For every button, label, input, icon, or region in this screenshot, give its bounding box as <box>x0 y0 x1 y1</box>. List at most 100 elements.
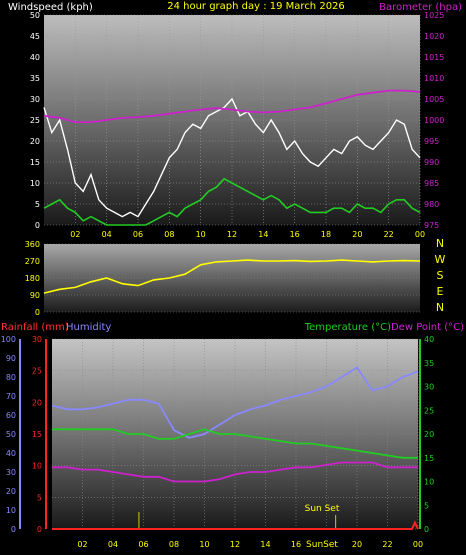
wind-average-line <box>43 177 421 226</box>
wind-x-tick-label: 22 <box>384 230 394 239</box>
wind-x-tick-label: 00 <box>415 230 425 239</box>
rain-tick-label: 5 <box>37 493 42 502</box>
temperature-x-tick-label: 14 <box>260 540 270 549</box>
humidity-tick-label: 30 <box>6 468 16 477</box>
rainfall-line <box>52 520 419 530</box>
temperature-axes: 0102030405060708090100051015202530051015… <box>1 335 434 549</box>
humidity-tick-label: 90 <box>6 354 16 363</box>
direction-tick-label: 270 <box>25 257 40 266</box>
wind-y-tick-label: 25 <box>30 116 40 125</box>
temperature-tick-label: 0 <box>424 525 429 534</box>
rain-tick-label: 0 <box>37 525 42 534</box>
rain-tick-label: 30 <box>32 335 42 344</box>
temperature-x-tick-label: 08 <box>169 540 179 549</box>
wind-y-tick-label: 20 <box>30 137 40 146</box>
temperature-tick-label: 25 <box>424 406 434 415</box>
direction-tick-label: 180 <box>25 274 40 283</box>
barometer-line <box>43 89 421 123</box>
compass-label: S <box>437 269 444 282</box>
temperature-tick-label: 15 <box>424 454 434 463</box>
wind-x-tick-label: 04 <box>102 230 112 239</box>
temperature-x-tick-label: 16 <box>291 540 301 549</box>
wind-y-tick-label: 0 <box>35 221 40 230</box>
temperature-x-tick-label: 10 <box>199 540 209 549</box>
temperature-x-tick-label: 00 <box>413 540 423 549</box>
wind-y-tick-label: 50 <box>30 11 40 20</box>
rain-tick-label: 25 <box>32 367 42 376</box>
rain-tick-label: 15 <box>32 430 42 439</box>
temperature-tick-label: 10 <box>424 478 434 487</box>
barometer-tick-label: 975 <box>424 221 439 230</box>
direction-tick-label: 90 <box>30 291 40 300</box>
direction-series <box>43 259 421 294</box>
direction-plot-area <box>44 244 420 312</box>
barometer-tick-label: 1000 <box>424 116 444 125</box>
wind-y-tick-label: 5 <box>35 200 40 209</box>
wind-gust-line <box>43 97 421 218</box>
wind-gridlines <box>44 14 421 226</box>
sunset-annotation: Sun Set <box>305 504 340 514</box>
wind-x-tick-label: 14 <box>258 230 268 239</box>
wind-x-tick-label: 20 <box>352 230 362 239</box>
temperature-x-tick-label: 04 <box>108 540 118 549</box>
wind-axis-label: Windspeed (kph) <box>8 2 93 13</box>
wind-x-tick-label: 10 <box>196 230 206 239</box>
barometer-tick-label: 1025 <box>424 11 444 20</box>
temperature-axis-label: Temperature (°C) <box>304 322 391 333</box>
wind-x-tick-label: 18 <box>321 230 331 239</box>
temperature-x-tick-label: 22 <box>382 540 392 549</box>
temperature-x-tick-label: 02 <box>77 540 87 549</box>
temperature-x-tick-label: 12 <box>230 540 240 549</box>
temperature-tick-label: 35 <box>424 359 434 368</box>
sunset-axis-label: SunSet <box>306 540 338 550</box>
humidity-tick-label: 0 <box>11 525 16 534</box>
barometer-tick-label: 990 <box>424 158 439 167</box>
compass-label: E <box>437 285 444 298</box>
barometer-tick-label: 1010 <box>424 74 444 83</box>
temperature-tick-label: 5 <box>424 501 429 510</box>
rain-tick-label: 10 <box>32 462 42 471</box>
temperature-series <box>51 366 419 530</box>
humidity-tick-label: 80 <box>6 373 16 382</box>
barometer-tick-label: 995 <box>424 137 439 146</box>
dewpoint-axis-label: Dew Point (°C) <box>391 322 464 333</box>
compass-label: W <box>435 253 446 266</box>
dewpoint-line <box>52 461 418 483</box>
temperature-x-tick-label: 06 <box>138 540 148 549</box>
barometer-tick-label: 1005 <box>424 95 444 104</box>
humidity-tick-label: 60 <box>6 411 16 420</box>
barometer-tick-label: 1015 <box>424 53 444 62</box>
compass-label: N <box>436 237 444 250</box>
temperature-line <box>52 428 418 459</box>
temperature-tick-label: 30 <box>424 383 434 392</box>
humidity-line <box>51 366 419 439</box>
wind-x-tick-label: 06 <box>133 230 143 239</box>
humidity-tick-label: 100 <box>1 335 16 344</box>
barometer-tick-label: 1020 <box>424 32 444 41</box>
humidity-axis-label: Humidity <box>66 322 111 333</box>
temperature-x-tick-label: 20 <box>352 540 362 549</box>
barometer-tick-label: 980 <box>424 200 439 209</box>
rainfall-axis-label: Rainfall (mm) <box>1 322 69 333</box>
barometer-tick-label: 985 <box>424 179 439 188</box>
wind-y-tick-label: 35 <box>30 74 40 83</box>
humidity-tick-label: 40 <box>6 449 16 458</box>
temperature-tick-label: 40 <box>424 335 434 344</box>
wind-y-tick-label: 15 <box>30 158 40 167</box>
humidity-tick-label: 70 <box>6 392 16 401</box>
wind-x-tick-label: 02 <box>70 230 80 239</box>
wind-x-tick-label: 16 <box>290 230 300 239</box>
humidity-tick-label: 20 <box>6 487 16 496</box>
wind-y-tick-label: 30 <box>30 95 40 104</box>
wind-y-tick-label: 10 <box>30 179 40 188</box>
humidity-tick-label: 10 <box>6 506 16 515</box>
wind-y-tick-label: 40 <box>30 53 40 62</box>
compass-label: N <box>436 301 444 314</box>
wind-series <box>43 89 421 226</box>
barometer-axis-label: Barometer (hpa) <box>379 2 462 13</box>
wind-x-tick-label: 08 <box>164 230 174 239</box>
wind-axes: 0510152025303540455097598098599099510001… <box>30 11 445 239</box>
wind-x-tick-label: 12 <box>227 230 237 239</box>
